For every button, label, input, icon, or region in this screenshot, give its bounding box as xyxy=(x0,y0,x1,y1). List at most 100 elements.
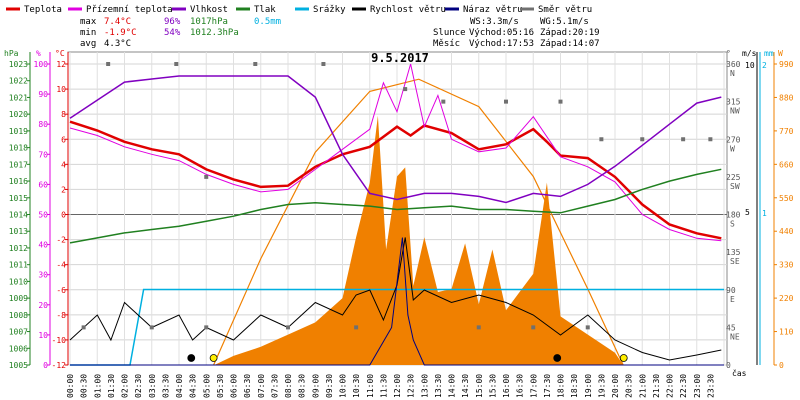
direction-tick-label: 45 xyxy=(726,323,736,332)
x-tick-label: 16:30 xyxy=(516,374,525,398)
moon-rise: Východ:17:53 xyxy=(469,39,534,49)
direction-compass-label: W xyxy=(730,144,735,153)
x-tick-label: 12:00 xyxy=(393,374,402,398)
direction-compass-label: NE xyxy=(730,332,740,341)
wind-direction-point xyxy=(321,62,326,66)
pressure-tick-label: 1020 xyxy=(9,110,28,119)
solar-layer xyxy=(70,78,724,366)
x-tick-label: 05:00 xyxy=(202,374,211,398)
x-tick-label: 10:30 xyxy=(352,374,361,398)
x-tick-label: 11:30 xyxy=(379,374,388,398)
stats-max-press: 1017hPa xyxy=(190,17,228,27)
stats-max-hum: 96% xyxy=(164,17,181,27)
pressure-tick-label: 1010 xyxy=(9,277,28,286)
humidity-tick-label: 10 xyxy=(38,331,48,340)
humidity-tick-label: 90 xyxy=(38,90,48,99)
pressure-tick-label: 1013 xyxy=(9,227,28,236)
temperature-tick-label: 6 xyxy=(61,135,66,144)
x-tick-label: 23:30 xyxy=(706,374,715,398)
direction-tick-label: 180 xyxy=(726,211,741,220)
pressure-tick-label: 1021 xyxy=(9,93,28,102)
moon-marker xyxy=(187,354,196,362)
x-tick-label: 21:30 xyxy=(652,374,661,398)
x-tick-label: 22:00 xyxy=(666,374,675,398)
pressure-tick-label: 1014 xyxy=(9,211,28,220)
wind-direction-point xyxy=(174,62,179,66)
humidity-tick-label: 100 xyxy=(34,60,49,69)
solar-tick-label: 550 xyxy=(779,194,794,203)
humidity-unit: % xyxy=(36,49,41,58)
stats-max-rain: 0.5mm xyxy=(254,17,281,27)
stats-max-temp: 7.4°C xyxy=(104,17,131,27)
x-tick-label: 15:00 xyxy=(475,374,484,398)
wind-direction-point xyxy=(476,325,481,330)
x-tick-label: 02:00 xyxy=(121,374,130,398)
humidity-tick-label: 60 xyxy=(38,180,48,189)
legend-label: Rychlost větru xyxy=(370,5,446,15)
x-tick-label: 08:30 xyxy=(298,374,307,398)
x-tick-label: 03:00 xyxy=(148,374,157,398)
direction-compass-label: SE xyxy=(730,257,740,266)
stats-min-press: 1012.3hPa xyxy=(190,28,239,38)
x-tick-label: 06:30 xyxy=(243,374,252,398)
x-tick-label: 17:30 xyxy=(543,374,552,398)
wind-direction-point xyxy=(531,325,536,330)
direction-compass-label: SW xyxy=(730,182,740,191)
x-tick-label: 08:00 xyxy=(284,374,293,398)
wind-direction-point xyxy=(441,99,446,104)
x-tick-label: 14:00 xyxy=(448,374,457,398)
pressure-tick-label: 1009 xyxy=(9,294,28,303)
pressure-tick-label: 1018 xyxy=(9,144,28,153)
pressure-tick-label: 1006 xyxy=(9,344,28,353)
rain-unit: mm xyxy=(764,49,774,58)
direction-tick-label: 315 xyxy=(726,98,741,107)
pressure-tick-label: 1005 xyxy=(9,361,28,370)
x-tick-label: 14:30 xyxy=(461,374,470,398)
wind-direction-point xyxy=(286,325,290,330)
direction-tick-label: 0 xyxy=(726,361,731,370)
humidity-tick-label: 80 xyxy=(38,120,48,129)
x-tick-label: 20:30 xyxy=(625,374,634,398)
humidity-tick-label: 70 xyxy=(38,150,48,159)
series-line xyxy=(69,237,722,361)
stats-max-label: max xyxy=(80,17,97,27)
wind-direction-point xyxy=(81,325,86,330)
series-line xyxy=(69,168,722,244)
direction-compass-label: NW xyxy=(730,107,740,116)
stats-avg-temp: 4.3°C xyxy=(104,39,131,49)
direction-tick-label: 270 xyxy=(726,135,741,144)
direction-compass-label: E xyxy=(730,295,735,304)
direction-tick-label: 225 xyxy=(726,173,741,182)
legend-label: Směr větru xyxy=(538,5,592,15)
x-tick-label: 16:00 xyxy=(502,374,511,398)
x-tick-label: 13:00 xyxy=(420,374,429,398)
solar-tick-label: 0 xyxy=(779,361,784,370)
sun-label: Slunce xyxy=(433,28,466,38)
pressure-tick-label: 1017 xyxy=(9,160,28,169)
humidity-tick-label: 0 xyxy=(43,361,48,370)
x-tick-label: 15:30 xyxy=(488,374,497,398)
temperature-tick-label: 4 xyxy=(61,160,66,169)
x-tick-label: 19:30 xyxy=(597,374,606,398)
direction-compass-label: N xyxy=(730,69,735,78)
humidity-tick-label: 50 xyxy=(38,211,48,220)
wind-direction-point xyxy=(403,87,408,92)
wind-unit: m/s xyxy=(742,49,757,58)
wind-direction-point xyxy=(504,99,508,104)
series-line xyxy=(69,120,722,240)
pressure-tick-label: 1012 xyxy=(9,244,28,253)
wind-direction-point xyxy=(708,137,713,142)
direction-tick-label: 135 xyxy=(726,248,741,257)
stats-min-label: min xyxy=(80,28,96,38)
temperature-tick-label: -12 xyxy=(52,361,67,370)
legend-label: Vlhkost xyxy=(190,5,228,15)
sun-set: Západ:20:19 xyxy=(540,28,600,38)
x-tick-label: 04:30 xyxy=(189,374,198,398)
pressure-tick-label: 1016 xyxy=(9,177,28,186)
time-axis-label: čas xyxy=(732,368,747,378)
x-tick-label: 06:00 xyxy=(230,374,239,398)
temperature-unit: °C xyxy=(55,49,65,58)
wind-direction-point xyxy=(204,174,209,179)
pressure-tick-label: 1008 xyxy=(9,311,28,320)
